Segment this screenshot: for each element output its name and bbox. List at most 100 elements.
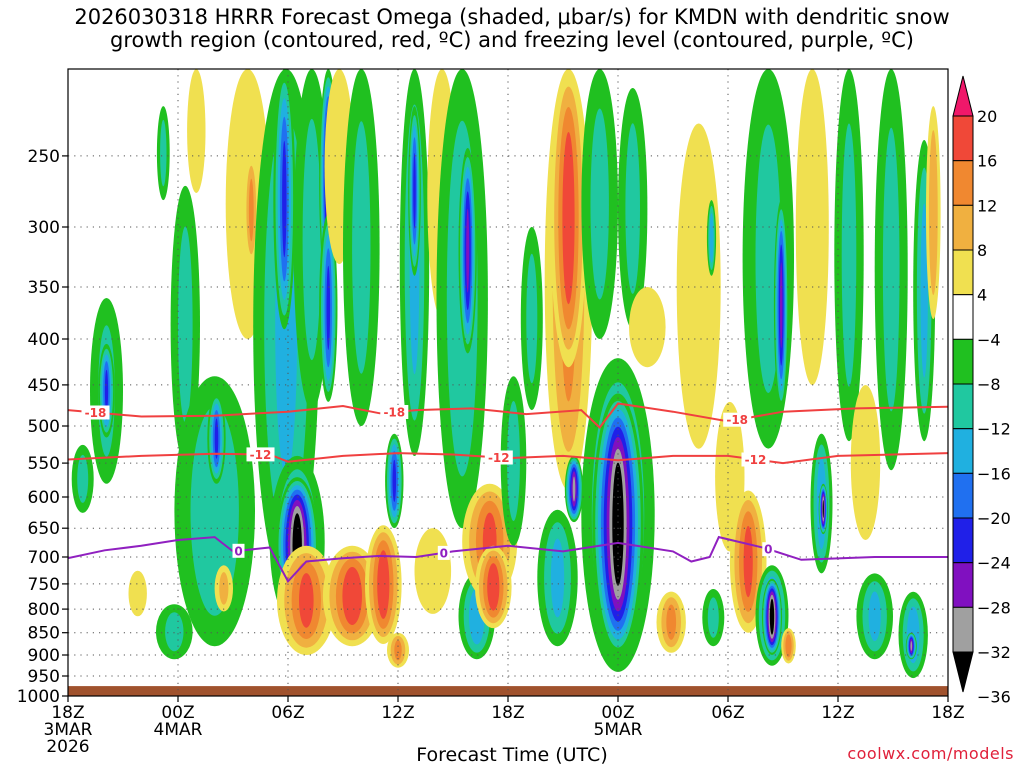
omega-band xyxy=(414,528,452,614)
omega-band xyxy=(187,69,206,193)
omega-band xyxy=(625,123,640,294)
x-tick-label: 5MAR xyxy=(594,720,643,740)
omega-band xyxy=(214,418,219,459)
omega-band xyxy=(562,132,575,305)
colorbar-label: −16 xyxy=(977,464,1011,483)
omega-band xyxy=(165,612,184,652)
omega-cell xyxy=(98,343,115,438)
omega-cell xyxy=(629,287,666,368)
colorbar-swatch xyxy=(952,294,974,340)
colorbar-swatch xyxy=(952,383,974,430)
x-tick-label: 18Z xyxy=(931,703,964,723)
contour-label: 0 xyxy=(234,544,242,558)
contour-label-bg xyxy=(723,412,752,427)
contour-label-bg xyxy=(762,542,775,557)
contour-label-bg xyxy=(741,452,770,467)
omega-cell xyxy=(273,69,296,330)
contour-label-bg xyxy=(437,545,450,560)
credit-link[interactable]: coolwx.com/models xyxy=(847,744,1014,763)
omega-cell xyxy=(702,589,725,647)
colorbar-label: 4 xyxy=(977,286,987,305)
colorbar-swatch xyxy=(952,204,974,251)
colorbar-bottom-arrow xyxy=(952,651,974,693)
omega-cell xyxy=(156,604,193,660)
colorbar-top-arrow xyxy=(952,75,974,117)
omega-cell xyxy=(520,226,543,411)
y-tick-label: 1000 xyxy=(17,687,60,707)
omega-band xyxy=(160,119,167,187)
omega-band xyxy=(413,153,416,229)
omega-band xyxy=(822,500,824,518)
x-tick-label: 00Z xyxy=(601,703,634,723)
contour-label-bg xyxy=(81,405,110,420)
omega-band xyxy=(868,591,881,642)
omega-band xyxy=(841,123,857,387)
colorbar-label: −4 xyxy=(977,330,1001,349)
omega-cell xyxy=(214,565,233,612)
omega-cell xyxy=(761,578,783,655)
omega-band xyxy=(850,385,881,540)
y-tick-label: 450 xyxy=(28,376,60,396)
chart-title: 2026030318 HRRR Forecast Omega (shaded, … xyxy=(0,6,1024,52)
omega-band xyxy=(104,369,109,412)
omega-band xyxy=(572,476,576,502)
omega-cell xyxy=(874,69,908,471)
colorbar-label: −24 xyxy=(977,554,1011,573)
colorbar: 20 16 12 8 4 −4 −8 −12 −16 −20 −24 −28 −32 −36 xyxy=(952,75,1011,707)
omega-cell xyxy=(781,628,796,664)
omega-cell xyxy=(706,200,717,276)
omega-cell xyxy=(564,455,584,523)
contour-label-bg xyxy=(484,450,513,465)
x-tick-label: 06Z xyxy=(271,703,304,723)
contour-label-bg xyxy=(380,405,409,419)
colorbar-label: 12 xyxy=(977,196,997,215)
y-tick-label: 300 xyxy=(28,218,60,238)
omega-band xyxy=(178,226,193,423)
y-tick-label: 750 xyxy=(28,575,60,595)
x-tick-label: 3MAR xyxy=(44,720,93,740)
colorbar-swatch xyxy=(952,562,974,608)
omega-cell xyxy=(500,376,527,546)
below-ground-area xyxy=(68,686,948,696)
omega-cell xyxy=(71,444,94,513)
x-axis-label: Forecast Time (UTC) xyxy=(416,744,608,766)
omega-cell xyxy=(550,69,587,368)
omega-band xyxy=(190,406,239,616)
omega-cell xyxy=(537,509,578,647)
contour-label: -12 xyxy=(488,451,510,465)
omega-band xyxy=(507,401,520,521)
omega-cell xyxy=(319,213,338,402)
title-line-2: growth region (contoured, red, ºC) and f… xyxy=(110,28,914,52)
omega-cell xyxy=(414,528,452,614)
omega-cell xyxy=(676,123,721,449)
omega-cell xyxy=(343,69,380,426)
omega-band xyxy=(882,127,900,412)
omega-band xyxy=(77,454,89,503)
x-tick-label: 4MAR xyxy=(154,720,203,740)
omega-cell xyxy=(174,376,255,647)
omega-cell xyxy=(458,148,477,354)
omega-shading xyxy=(71,69,941,679)
omega-cell xyxy=(905,632,917,660)
omega-band xyxy=(785,634,792,658)
y-tick-label: 600 xyxy=(28,488,60,508)
colorbar-swatch xyxy=(952,472,974,519)
y-tick-label: 550 xyxy=(28,454,60,474)
colorbar-swatch xyxy=(952,249,974,296)
contour-label-bg xyxy=(232,543,245,558)
contour-label: -12 xyxy=(745,453,767,467)
omega-band xyxy=(392,459,397,502)
colorbar-label: 8 xyxy=(977,241,987,260)
omega-band xyxy=(780,262,783,348)
colorbar-label: −28 xyxy=(977,598,1011,617)
omega-cell xyxy=(244,155,259,265)
contour-label-bg xyxy=(246,447,275,462)
freezing-level-0-contour: 0 0 0 xyxy=(68,535,948,584)
y-tick-label: 900 xyxy=(28,646,60,666)
contour-label: -18 xyxy=(85,406,107,420)
omega-cell xyxy=(385,433,404,529)
omega-band xyxy=(920,203,928,378)
omega-band xyxy=(466,208,470,293)
omega-band xyxy=(550,538,565,618)
